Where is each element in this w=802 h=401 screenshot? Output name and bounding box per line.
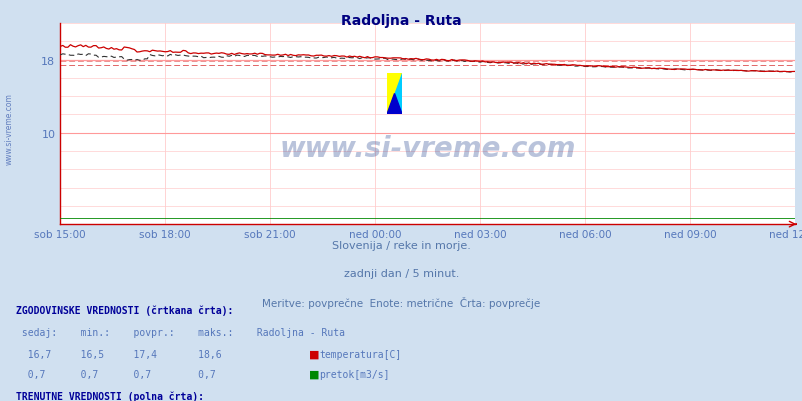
Text: pretok[m3/s]: pretok[m3/s] (319, 369, 390, 379)
Text: sedaj:    min.:    povpr.:    maks.:    Radoljna - Ruta: sedaj: min.: povpr.: maks.: Radoljna - R… (16, 327, 345, 337)
Text: temperatura[C]: temperatura[C] (319, 349, 401, 359)
Text: Slovenija / reke in morje.: Slovenija / reke in morje. (332, 241, 470, 251)
Text: www.si-vreme.com: www.si-vreme.com (279, 134, 575, 162)
Text: 0,7      0,7      0,7        0,7: 0,7 0,7 0,7 0,7 (16, 369, 216, 379)
Polygon shape (387, 74, 401, 114)
Text: zadnji dan / 5 minut.: zadnji dan / 5 minut. (343, 269, 459, 279)
Text: www.si-vreme.com: www.si-vreme.com (5, 93, 14, 164)
Polygon shape (387, 74, 401, 114)
Text: ■: ■ (309, 349, 319, 359)
Text: Radoljna - Ruta: Radoljna - Ruta (341, 14, 461, 28)
Text: ZGODOVINSKE VREDNOSTI (črtkana črta):: ZGODOVINSKE VREDNOSTI (črtkana črta): (16, 305, 233, 315)
Polygon shape (387, 94, 401, 114)
Text: Meritve: povprečne  Enote: metrične  Črta: povprečje: Meritve: povprečne Enote: metrične Črta:… (262, 297, 540, 309)
Text: ■: ■ (309, 369, 319, 379)
Text: TRENUTNE VREDNOSTI (polna črta):: TRENUTNE VREDNOSTI (polna črta): (16, 391, 204, 401)
Text: 16,7     16,5     17,4       18,6: 16,7 16,5 17,4 18,6 (16, 349, 221, 359)
